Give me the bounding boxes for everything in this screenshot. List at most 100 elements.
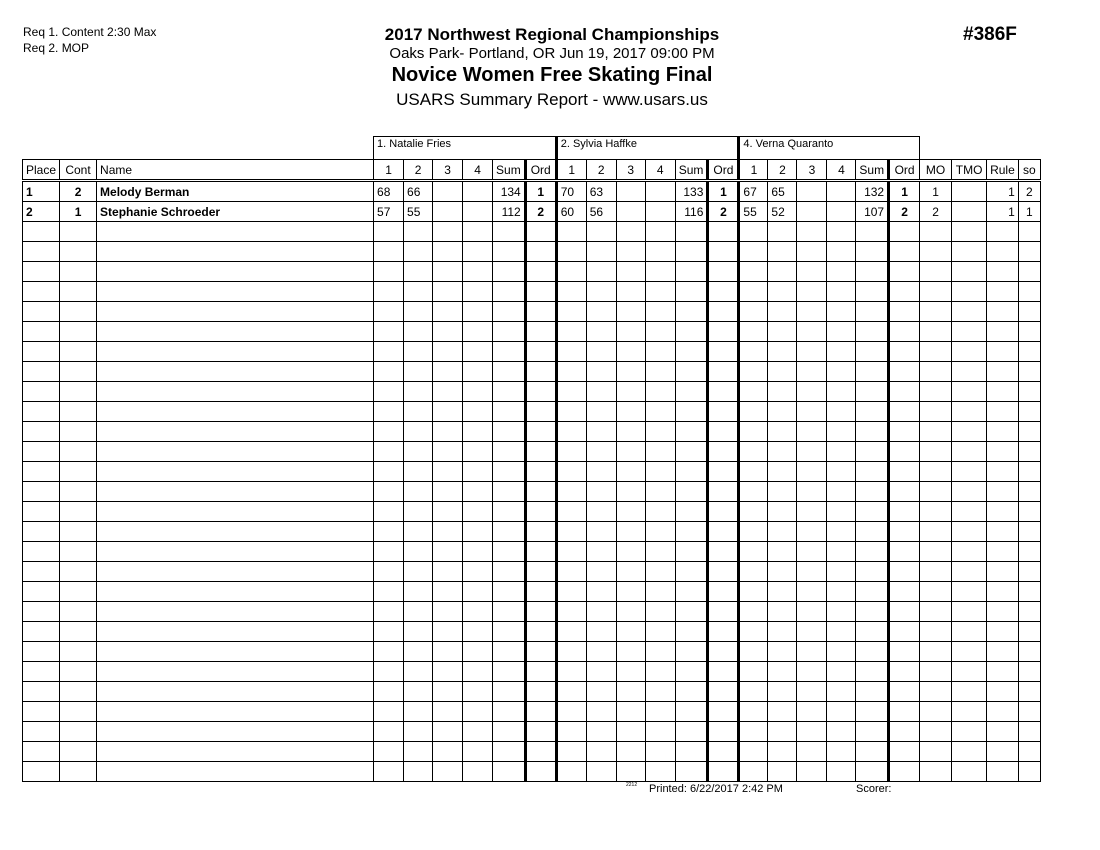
score: 70 (555, 180, 587, 202)
mo (919, 581, 953, 602)
score (644, 281, 676, 302)
score (796, 461, 828, 482)
score (373, 361, 405, 382)
tmo (951, 441, 988, 462)
score (373, 461, 405, 482)
ordinal (706, 621, 741, 642)
ordinal (706, 321, 741, 342)
score (403, 561, 434, 582)
score (432, 481, 464, 502)
score (462, 441, 494, 462)
score (403, 661, 434, 682)
mo (919, 281, 953, 302)
header-score-2: 2 (585, 159, 617, 182)
ordinal (523, 641, 558, 662)
score (644, 661, 676, 682)
score (432, 461, 464, 482)
spacer (23, 137, 374, 160)
mo (919, 481, 953, 502)
tmo (951, 641, 988, 662)
score (738, 561, 769, 582)
mo (919, 681, 953, 702)
mo (919, 721, 953, 742)
tmo (951, 421, 988, 442)
club-count (59, 761, 98, 782)
rule (986, 461, 1019, 482)
header-rule: Rule (986, 159, 1019, 182)
tmo (951, 501, 988, 522)
ordinal (523, 521, 558, 542)
ordinal (706, 761, 741, 782)
score-sum (492, 261, 526, 282)
score (615, 741, 646, 762)
ordinal (887, 461, 921, 482)
ordinal: 1 (523, 180, 558, 202)
score (373, 321, 405, 342)
empty-row (21, 661, 1041, 682)
score (767, 261, 798, 282)
score (767, 541, 798, 562)
score (615, 261, 646, 282)
ordinal (706, 441, 741, 462)
score (373, 341, 405, 362)
event-number: #386F (963, 24, 1017, 45)
rule (986, 321, 1019, 342)
so (1017, 681, 1041, 702)
score (432, 581, 464, 602)
score (403, 241, 434, 262)
score-sum (492, 461, 526, 482)
mo (919, 461, 953, 482)
score (373, 281, 405, 302)
judge-name: 4. Verna Quaranto (738, 136, 921, 160)
score (555, 441, 587, 462)
ordinal (523, 241, 558, 262)
score (615, 561, 646, 582)
score (462, 180, 494, 202)
score (644, 180, 676, 202)
score (432, 261, 464, 282)
ordinal (887, 521, 921, 542)
score (555, 221, 587, 242)
mo (919, 221, 953, 242)
score (767, 721, 798, 742)
place (21, 541, 61, 562)
ordinal (523, 581, 558, 602)
venue-date: Oaks Park- Portland, OR Jun 19, 2017 09:… (389, 45, 715, 62)
score (615, 761, 646, 782)
tmo (951, 481, 988, 502)
score (644, 641, 676, 662)
score (585, 301, 617, 322)
tmo (951, 741, 988, 762)
empty-row (21, 761, 1041, 782)
so (1017, 601, 1041, 622)
score-sum (855, 261, 890, 282)
club-count (59, 381, 98, 402)
score-sum (492, 341, 526, 362)
score (373, 601, 405, 622)
score (826, 741, 857, 762)
empty-row (21, 641, 1041, 662)
place (21, 401, 61, 422)
score-sum: 132 (855, 180, 890, 202)
score (644, 601, 676, 622)
score (826, 180, 857, 202)
score (644, 481, 676, 502)
judge-header-row: 1. Natalie Fries 2. Sylvia Haffke 4. Verna… (23, 136, 1041, 160)
score (373, 701, 405, 722)
tmo (951, 721, 988, 742)
ordinal (706, 261, 741, 282)
empty-row (21, 501, 1041, 522)
ordinal (523, 461, 558, 482)
header-score-4: 4 (644, 159, 676, 182)
club-count (59, 361, 98, 382)
score-sum (855, 481, 890, 502)
tmo (951, 621, 988, 642)
score-sum (492, 321, 526, 342)
tmo (951, 521, 988, 542)
score (432, 561, 464, 582)
score (738, 481, 769, 502)
score (373, 561, 405, 582)
ordinal (706, 461, 741, 482)
score-sum (674, 281, 709, 302)
skater-name (96, 521, 375, 542)
